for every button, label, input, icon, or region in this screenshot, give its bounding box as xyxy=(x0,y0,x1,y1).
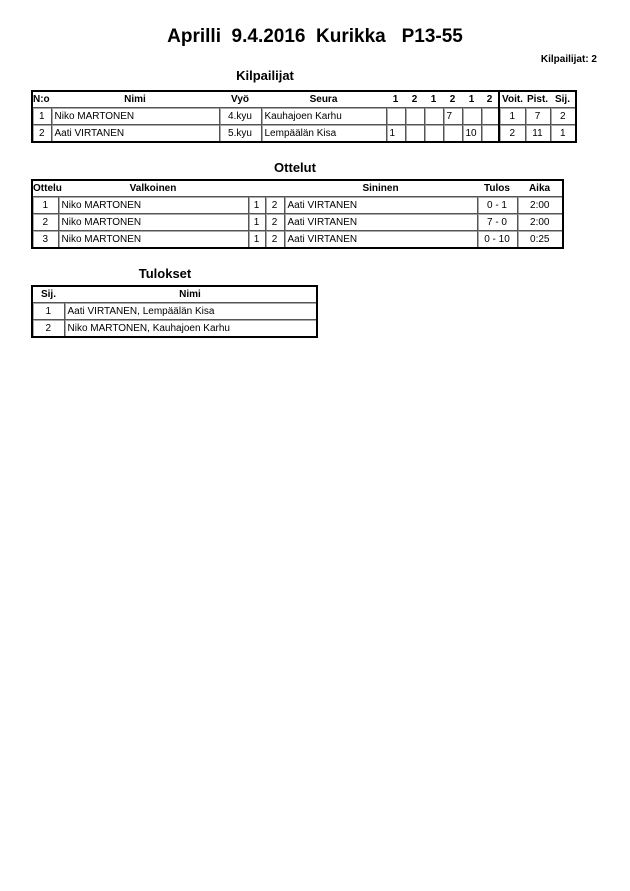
col-header: Sij. xyxy=(40,289,56,300)
cell-result: 7 - 0 xyxy=(476,213,518,231)
col-header: Vyö xyxy=(231,94,249,105)
cell-white-mark: 1 xyxy=(247,230,266,249)
cell-white-mark: 1 xyxy=(247,213,266,231)
cell-time: 2:00 xyxy=(516,196,564,214)
cell-score: 1 xyxy=(385,124,406,143)
cell-score xyxy=(385,107,406,125)
cell-points: 11 xyxy=(524,124,551,143)
competitors-table: N:o Nimi Vyö Seura 1 2 1 2 1 2 Voit. Pis… xyxy=(31,90,577,143)
cell-score xyxy=(480,124,500,143)
cell-name: Aati VIRTANEN xyxy=(50,124,220,143)
cell-white: Niko MARTONEN xyxy=(57,196,249,214)
col-header: Pist. xyxy=(526,94,549,105)
cell-score xyxy=(423,124,444,143)
cell-rank: 1 xyxy=(31,302,65,320)
cell-no: 1 xyxy=(31,196,59,214)
cell-wins: 1 xyxy=(498,107,526,125)
cell-result: 0 - 10 xyxy=(476,230,518,249)
cell-no: 2 xyxy=(31,213,59,231)
table-row: 2 Niko MARTONEN 1 2 Aati VIRTANEN 7 - 0 … xyxy=(31,213,564,231)
col-header: Ottelu xyxy=(33,183,62,194)
cell-blue-mark: 2 xyxy=(264,213,285,231)
table-row: 2 Aati VIRTANEN 5.kyu Lempäälän Kisa 1 1… xyxy=(31,124,577,143)
cell-score xyxy=(404,124,425,143)
page-title: Aprilli 9.4.2016 Kurikka P13-55 xyxy=(167,26,463,47)
results-table: Sij. Nimi 1 Aati VIRTANEN, Lempäälän Kis… xyxy=(31,285,318,338)
header-row: Ottelu Valkoinen Sininen Tulos Aika xyxy=(32,180,563,197)
cell-club: Lempäälän Kisa xyxy=(260,124,387,143)
cell-score xyxy=(404,107,425,125)
cell-time: 2:00 xyxy=(516,213,564,231)
col-header: 2 xyxy=(449,94,456,105)
cell-name: Niko MARTONEN xyxy=(50,107,220,125)
cell-blue: Aati VIRTANEN xyxy=(283,213,478,231)
col-header: Valkoinen xyxy=(129,183,177,194)
cell-score xyxy=(480,107,500,125)
cell-rank: 2 xyxy=(549,107,577,125)
cell-points: 7 xyxy=(524,107,551,125)
col-header: Aika xyxy=(528,183,551,194)
table-row: 1 Niko MARTONEN 1 2 Aati VIRTANEN 0 - 1 … xyxy=(31,196,564,214)
cell-white-mark: 1 xyxy=(247,196,266,214)
col-header: 1 xyxy=(430,94,437,105)
cell-name: Aati VIRTANEN, Lempäälän Kisa xyxy=(63,302,318,320)
competitor-count: Kilpailijat: 2 xyxy=(540,54,597,65)
col-header: N:o xyxy=(33,94,50,105)
cell-white: Niko MARTONEN xyxy=(57,213,249,231)
cell-score xyxy=(423,107,444,125)
competitors-title: Kilpailijat xyxy=(236,68,294,83)
cell-blue: Aati VIRTANEN xyxy=(283,230,478,249)
col-header: Seura xyxy=(309,94,338,105)
cell-white: Niko MARTONEN xyxy=(57,230,249,249)
cell-blue-mark: 2 xyxy=(264,196,285,214)
matches-table: Ottelu Valkoinen Sininen Tulos Aika 1 Ni… xyxy=(31,179,564,249)
col-header: 2 xyxy=(411,94,418,105)
col-header: 1 xyxy=(392,94,399,105)
cell-blue-mark: 2 xyxy=(264,230,285,249)
cell-blue: Aati VIRTANEN xyxy=(283,196,478,214)
header-row: Sij. Nimi xyxy=(32,286,317,303)
cell-belt: 5.kyu xyxy=(218,124,262,143)
header-row: N:o Nimi Vyö Seura 1 2 1 2 1 2 Voit. Pis… xyxy=(32,91,576,108)
cell-score xyxy=(461,107,482,125)
cell-score: 10 xyxy=(461,124,482,143)
col-header: Nimi xyxy=(124,94,146,105)
cell-time: 0:25 xyxy=(516,230,564,249)
col-header: Nimi xyxy=(179,289,201,300)
col-header: Sininen xyxy=(362,183,399,194)
table-row: 1 Niko MARTONEN 4.kyu Kauhajoen Karhu 7 … xyxy=(31,107,577,125)
cell-wins: 2 xyxy=(498,124,526,143)
col-header: Voit. xyxy=(498,91,525,108)
cell-no: 2 xyxy=(31,124,52,143)
cell-belt: 4.kyu xyxy=(218,107,262,125)
col-header: Tulos xyxy=(484,183,510,194)
table-row: 2 Niko MARTONEN, Kauhajoen Karhu xyxy=(31,319,318,338)
col-header: Sij. xyxy=(554,94,570,105)
cell-no: 3 xyxy=(31,230,59,249)
table-row: 1 Aati VIRTANEN, Lempäälän Kisa xyxy=(31,302,318,320)
results-title: Tulokset xyxy=(138,266,192,281)
col-header: 2 xyxy=(486,94,493,105)
cell-no: 1 xyxy=(31,107,52,125)
matches-title: Ottelut xyxy=(274,160,316,175)
cell-club: Kauhajoen Karhu xyxy=(260,107,387,125)
col-header: 1 xyxy=(468,94,475,105)
cell-rank: 1 xyxy=(549,124,577,143)
cell-score xyxy=(442,124,463,143)
cell-rank: 2 xyxy=(31,319,65,338)
cell-score: 7 xyxy=(442,107,463,125)
cell-name: Niko MARTONEN, Kauhajoen Karhu xyxy=(63,319,318,338)
cell-result: 0 - 1 xyxy=(476,196,518,214)
table-row: 3 Niko MARTONEN 1 2 Aati VIRTANEN 0 - 10… xyxy=(31,230,564,249)
